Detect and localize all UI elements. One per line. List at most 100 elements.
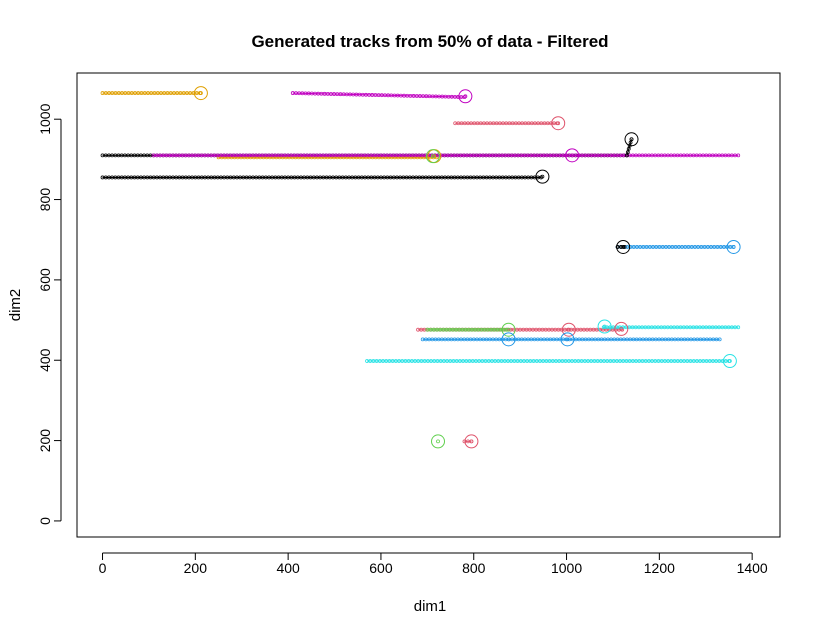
endpoint-center xyxy=(619,327,624,331)
endpoints-layer xyxy=(193,86,741,449)
track-8 xyxy=(100,175,543,180)
track-point xyxy=(625,150,630,155)
endpoint-ring xyxy=(624,132,639,147)
tracks-layer xyxy=(100,91,741,444)
track-point xyxy=(622,245,627,249)
track-point xyxy=(736,325,741,330)
track-point xyxy=(620,327,625,332)
endpoint-ring xyxy=(614,321,629,336)
endpoint-ring xyxy=(561,322,576,337)
track-14 xyxy=(420,337,722,342)
track-point xyxy=(626,147,631,151)
track-12 xyxy=(425,327,509,332)
endpoint-ring xyxy=(565,148,580,163)
track-point xyxy=(717,337,722,342)
track-endpoint xyxy=(501,332,516,347)
endpoint-center xyxy=(629,137,634,142)
track-3 xyxy=(453,121,560,126)
plot-frame xyxy=(76,72,781,538)
endpoint-center xyxy=(463,94,468,99)
track-endpoint xyxy=(431,434,446,449)
track-endpoint xyxy=(624,132,639,147)
endpoint-ring xyxy=(726,239,741,254)
track-9 xyxy=(615,245,736,249)
endpoint-ring xyxy=(458,89,473,104)
endpoint-center xyxy=(540,174,545,179)
track-endpoint xyxy=(501,322,516,337)
x-tick-label: 0 xyxy=(99,560,107,576)
track-endpoint xyxy=(464,434,479,449)
track-2 xyxy=(290,91,467,100)
endpoint-center xyxy=(431,154,435,159)
track-endpoint xyxy=(616,239,631,254)
track-endpoint xyxy=(597,319,612,334)
endpoint-center xyxy=(731,245,736,249)
track-endpoint xyxy=(614,321,629,336)
endpoint-center xyxy=(565,337,570,342)
endpoint-ring xyxy=(431,434,446,449)
endpoint-ring xyxy=(616,239,631,254)
track-point xyxy=(628,140,633,145)
track-endpoint xyxy=(560,332,575,347)
track-point xyxy=(736,153,741,158)
endpoint-center xyxy=(727,359,732,363)
endpoint-ring xyxy=(464,434,479,449)
endpoint-center xyxy=(432,154,437,159)
track-endpoint xyxy=(565,148,580,163)
x-axis-label: dim1 xyxy=(414,598,447,615)
y-tick-label: 400 xyxy=(37,348,53,372)
track-point xyxy=(615,245,620,249)
endpoint-center xyxy=(469,439,474,444)
x-tick-label: 400 xyxy=(276,560,300,576)
endpoint-ring xyxy=(560,332,575,347)
y-tick-label: 600 xyxy=(37,268,53,292)
endpoint-center xyxy=(506,327,511,332)
endpoint-center xyxy=(556,121,561,126)
endpoint-ring xyxy=(425,149,440,164)
track-15 xyxy=(365,359,731,363)
track-endpoint xyxy=(726,239,741,254)
track-point xyxy=(466,439,470,444)
endpoint-ring xyxy=(501,332,516,347)
endpoint-ring xyxy=(722,354,737,369)
endpoint-center xyxy=(506,337,511,342)
track-point xyxy=(619,245,623,249)
endpoint-center xyxy=(436,439,440,444)
track-point xyxy=(624,153,629,158)
x-tick-label: 200 xyxy=(184,560,208,576)
x-tick-label: 600 xyxy=(369,560,393,576)
endpoint-center xyxy=(566,327,571,332)
x-tick-label: 1400 xyxy=(737,560,768,576)
track-10 xyxy=(615,245,627,249)
y-tick-label: 800 xyxy=(37,188,53,212)
endpoint-center xyxy=(602,324,607,329)
x-axis: 0 200 400 600 800 1000 1200 1400 xyxy=(99,552,768,576)
track-point xyxy=(462,95,467,100)
track-line xyxy=(292,92,465,98)
track-point xyxy=(462,439,467,444)
y-tick-label: 1000 xyxy=(37,103,53,134)
track-endpoint xyxy=(193,86,208,101)
track-endpoint xyxy=(551,116,566,131)
endpoint-ring xyxy=(501,322,516,337)
endpoint-ring xyxy=(551,116,566,131)
track-13 xyxy=(601,325,741,330)
track-endpoint xyxy=(425,149,440,164)
track-endpoint xyxy=(535,169,550,184)
y-axis: 0 200 400 600 800 1000 xyxy=(37,103,62,525)
track-endpoint xyxy=(722,354,737,369)
y-tick-label: 200 xyxy=(37,429,53,453)
y-tick-label: 0 xyxy=(37,517,53,525)
track-endpoint xyxy=(458,89,473,104)
chart-title: Generated tracks from 50% of data - Filt… xyxy=(251,32,608,51)
track-1 xyxy=(100,91,202,95)
endpoint-ring xyxy=(597,319,612,334)
track-point xyxy=(504,327,509,332)
endpoint-ring xyxy=(193,86,208,101)
x-tick-label: 1000 xyxy=(551,560,582,576)
x-tick-label: 800 xyxy=(462,560,486,576)
x-tick-label: 1200 xyxy=(644,560,675,576)
endpoint-center xyxy=(198,91,203,95)
y-axis-label: dim2 xyxy=(7,289,24,322)
